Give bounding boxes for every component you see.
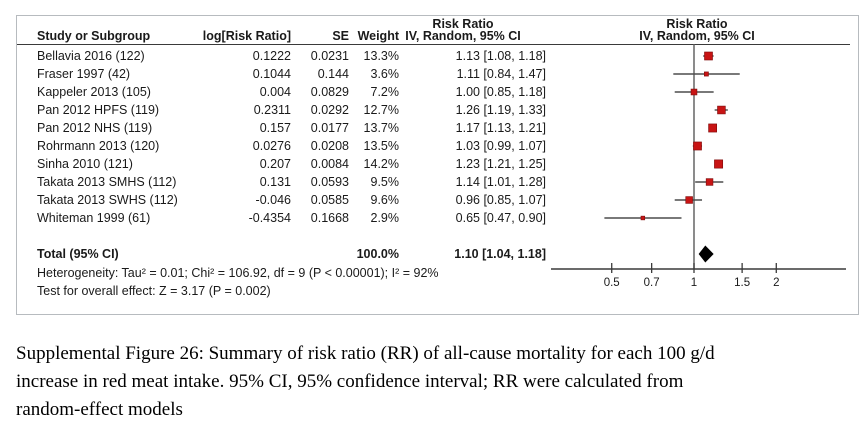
se-value: 0.0177 <box>310 121 349 135</box>
weight-value: 9.6% <box>370 193 400 207</box>
ci-value: 1.14 [1.01, 1.28] <box>455 175 546 189</box>
study-row: Takata 2013 SMHS (112) 0.131 0.0593 9.5% 1.1… <box>17 173 562 191</box>
total-row: Total (95% CI) 100.0% 1.10 [1.04, 1.18] <box>17 245 562 263</box>
header-divider <box>17 44 850 45</box>
weight-value: 12.7% <box>363 103 399 117</box>
total-weight: 100.0% <box>356 247 399 261</box>
rr-marker <box>693 141 702 151</box>
weight-value: 13.3% <box>363 49 399 63</box>
axis-tick-label: 2 <box>773 277 779 289</box>
rr-marker <box>717 105 726 115</box>
total-ci-value: 1.10 [1.04, 1.18] <box>454 247 546 261</box>
caption-line: random-effect models <box>16 399 183 420</box>
se-value: 0.0593 <box>310 175 349 189</box>
study-column-header: Study or Subgroup <box>37 29 151 43</box>
ci-value: 1.26 [1.19, 1.33] <box>455 103 546 117</box>
study-name: Pan 2012 NHS (119) <box>37 121 153 135</box>
pooled-diamond <box>698 245 714 263</box>
caption-line: Supplemental Figure 26: Summary of risk … <box>16 343 715 364</box>
ci-value: 1.03 [0.99, 1.07] <box>455 139 546 153</box>
ci-value: 1.17 [1.13, 1.21] <box>455 121 546 135</box>
logrr-value: 0.131 <box>259 175 291 189</box>
se-value: 0.144 <box>317 67 349 81</box>
se-value: 0.0292 <box>310 103 349 117</box>
study-name: Takata 2013 SMHS (112) <box>37 175 177 189</box>
rr-marker <box>640 215 646 221</box>
ci-value: 1.13 [1.08, 1.18] <box>455 49 546 63</box>
study-row: Whiteman 1999 (61) -0.4354 0.1668 2.9% 0.65 … <box>17 209 562 227</box>
logrr-value: 0.207 <box>259 157 291 171</box>
se-column-header: SE <box>332 29 349 43</box>
plot-group-header: Risk Ratio <box>666 17 728 31</box>
study-name: Rohrmann 2013 (120) <box>37 139 160 153</box>
total-label: Total (95% CI) <box>37 247 119 261</box>
rr-marker <box>708 123 718 133</box>
logrr-value: 0.1044 <box>252 67 291 81</box>
logrr-value: 0.004 <box>259 85 291 99</box>
se-value: 0.0084 <box>310 157 349 171</box>
study-row: Rohrmann 2013 (120) 0.0276 0.0208 13.5% 1.03… <box>17 137 562 155</box>
se-value: 0.0829 <box>310 85 349 99</box>
caption: Supplemental Figure 26: Summary of risk … <box>16 340 862 424</box>
weight-value: 2.9% <box>370 211 400 225</box>
ci-value: 0.96 [0.85, 1.07] <box>455 193 546 207</box>
heterogeneity-text: Heterogeneity: Tau² = 0.01; Chi² = 106.9… <box>37 266 439 280</box>
study-row: Fraser 1997 (42) 0.1044 0.144 3.6% 1.11 [0.8… <box>17 65 562 83</box>
ci-value: 1.11 [0.84, 1.47] <box>456 67 546 81</box>
ci-value: 1.23 [1.21, 1.25] <box>455 157 546 171</box>
study-row: Kappeler 2013 (105) 0.004 0.0829 7.2% 1.00 [… <box>17 83 562 101</box>
study-name: Kappeler 2013 (105) <box>37 85 151 99</box>
study-name: Fraser 1997 (42) <box>37 67 131 81</box>
study-row: Bellavia 2016 (122) 0.1222 0.0231 13.3% 1.13… <box>17 47 562 65</box>
study-name: Bellavia 2016 (122) <box>37 49 145 63</box>
forest-figure: Risk Ratio Risk Ratio Study or Subgroup … <box>16 15 859 315</box>
study-row: Pan 2012 HPFS (119) 0.2311 0.0292 12.7% 1.26… <box>17 101 562 119</box>
axis-tick-label: 0.5 <box>604 277 620 289</box>
se-value: 0.0208 <box>310 139 349 153</box>
axis-tick-label: 1.5 <box>734 277 750 289</box>
axis-tick-label: 0.7 <box>644 277 660 289</box>
rr-marker <box>705 178 714 186</box>
forest-plot: 0.5 0.7 1 1.5 2 <box>551 44 846 289</box>
axis-tick-label: 1 <box>691 277 697 289</box>
study-name: Takata 2013 SWHS (112) <box>37 193 178 207</box>
rr-marker <box>685 196 693 204</box>
weight-value: 9.5% <box>370 175 400 189</box>
rr-marker <box>714 159 724 169</box>
overall-effect-text: Test for overall effect: Z = 3.17 (P = 0… <box>37 284 271 298</box>
weight-value: 7.2% <box>370 85 400 99</box>
ci-value: 0.65 [0.47, 0.90] <box>455 211 546 225</box>
weight-value: 13.5% <box>363 139 399 153</box>
logrr-value: -0.046 <box>255 193 291 207</box>
se-value: 0.1668 <box>310 211 349 225</box>
logrr-column-header: log[Risk Ratio] <box>202 29 291 43</box>
study-row: Sinha 2010 (121) 0.207 0.0084 14.2% 1.23 [1.… <box>17 155 562 173</box>
weight-value: 3.6% <box>370 67 400 81</box>
study-name: Sinha 2010 (121) <box>37 157 133 171</box>
study-name: Pan 2012 HPFS (119) <box>37 103 160 117</box>
weight-value: 13.7% <box>363 121 399 135</box>
rr-marker <box>690 88 698 96</box>
weight-column-header: Weight <box>357 29 399 43</box>
rr-marker <box>704 51 713 61</box>
ci-group-header: Risk Ratio <box>432 17 494 31</box>
logrr-value: 0.1222 <box>252 49 291 63</box>
study-row: Pan 2012 NHS (119) 0.157 0.0177 13.7% 1.17 [… <box>17 119 562 137</box>
study-row: Takata 2013 SWHS (112) -0.046 0.0585 9.6% 0.… <box>17 191 562 209</box>
logrr-value: 0.2311 <box>253 103 291 117</box>
caption-line: increase in red meat intake. 95% CI, 95%… <box>16 371 684 392</box>
study-name: Whiteman 1999 (61) <box>37 211 151 225</box>
logrr-value: -0.4354 <box>248 211 291 225</box>
weight-value: 14.2% <box>363 157 399 171</box>
logrr-value: 0.0276 <box>252 139 291 153</box>
plot-column-header: IV, Random, 95% CI <box>639 29 755 43</box>
ci-column-header: IV, Random, 95% CI <box>405 29 521 43</box>
se-value: 0.0231 <box>310 49 349 63</box>
rr-marker <box>704 71 709 77</box>
ci-value: 1.00 [0.85, 1.18] <box>455 85 546 99</box>
se-value: 0.0585 <box>310 193 349 207</box>
logrr-value: 0.157 <box>259 121 291 135</box>
